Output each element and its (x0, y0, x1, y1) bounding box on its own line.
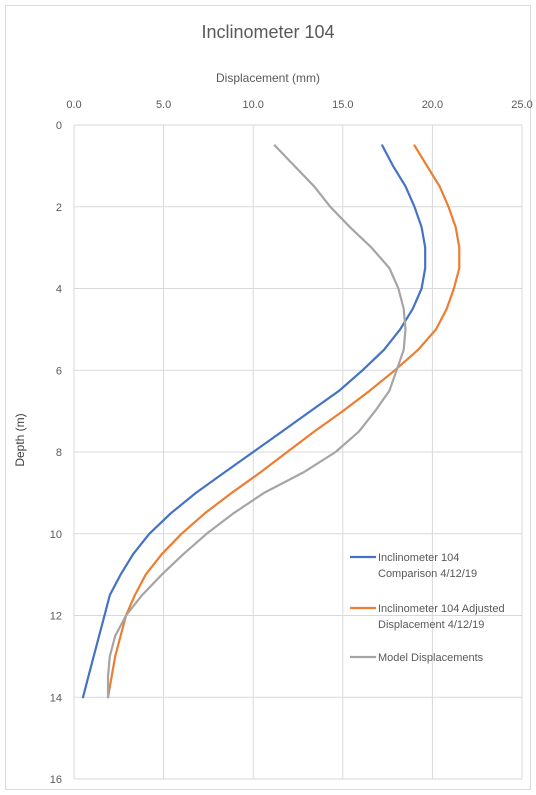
legend-label: Model Displacements (378, 652, 484, 664)
x-tick-label: 10.0 (242, 99, 263, 111)
y-tick-label: 0 (56, 120, 62, 132)
y-tick-label: 16 (50, 774, 62, 786)
legend-label: Displacement 4/12/19 (378, 619, 484, 631)
chart-border (5, 5, 531, 790)
series-line-2 (106, 144, 461, 699)
series-line-1 (81, 144, 427, 699)
legend-label: Inclinometer 104 Adjusted (378, 603, 505, 615)
x-tick-label: 25.0 (511, 99, 532, 111)
x-tick-label: 15.0 (332, 99, 353, 111)
x-tick-label: 20.0 (422, 99, 443, 111)
y-tick-label: 14 (50, 692, 62, 704)
y-tick-label: 10 (50, 529, 62, 541)
y-tick-label: 6 (56, 365, 62, 377)
y-tick-label: 2 (56, 202, 62, 214)
y-tick-label: 4 (56, 284, 62, 296)
legend-label: Comparison 4/12/19 (378, 568, 477, 580)
legend-label: Inclinometer 104 (378, 552, 459, 564)
chart-title: Inclinometer 104 (201, 22, 335, 42)
y-tick-label: 8 (56, 447, 62, 459)
x-axis-label: Displacement (mm) (215, 71, 320, 85)
x-tick-label: 5.0 (156, 99, 171, 111)
series-line-3 (106, 144, 407, 699)
x-tick-label: 0.0 (66, 99, 81, 111)
y-tick-label: 12 (50, 611, 62, 623)
